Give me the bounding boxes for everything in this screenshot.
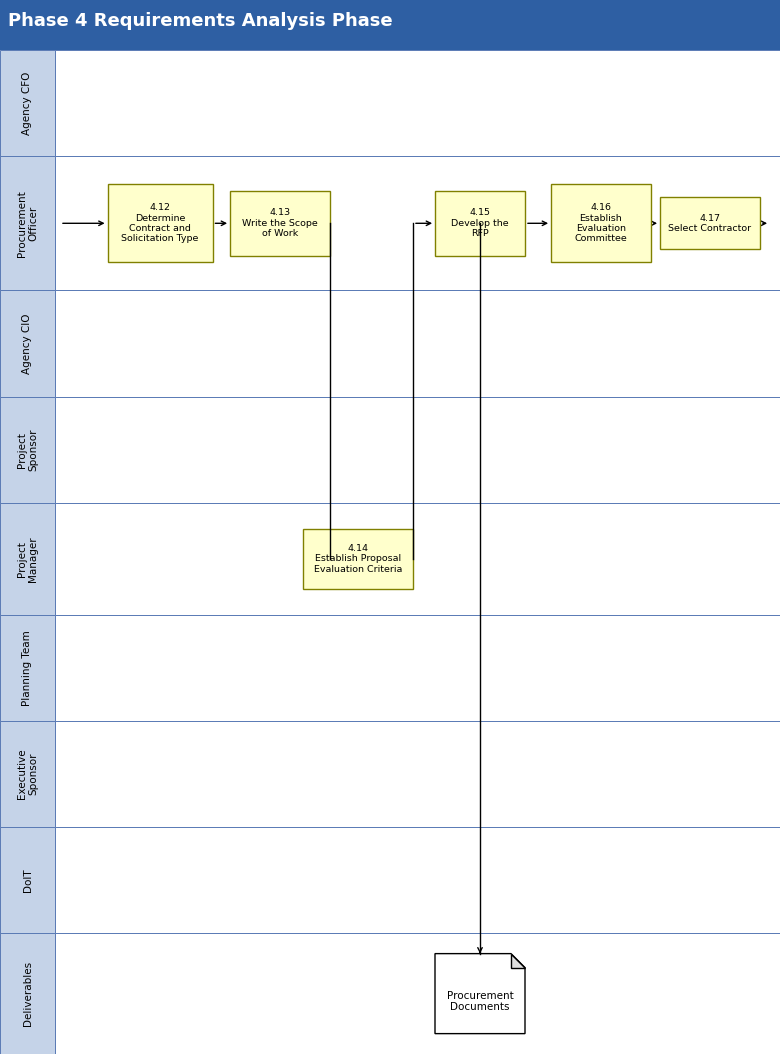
Text: Agency CIO: Agency CIO bbox=[23, 313, 33, 374]
Text: Executive
Sponsor: Executive Sponsor bbox=[16, 748, 38, 799]
Bar bbox=[0, 721, 55, 827]
Bar bbox=[55, 50, 780, 156]
Bar bbox=[0, 827, 55, 933]
Polygon shape bbox=[511, 954, 525, 968]
Bar bbox=[55, 503, 780, 614]
Text: DoIT: DoIT bbox=[23, 868, 33, 892]
Text: Planning Team: Planning Team bbox=[23, 630, 33, 705]
Text: 4.16
Establish
Evaluation
Committee: 4.16 Establish Evaluation Committee bbox=[575, 203, 627, 243]
Bar bbox=[303, 529, 413, 589]
Bar bbox=[0, 933, 55, 1054]
Text: Agency CFO: Agency CFO bbox=[23, 72, 33, 135]
Bar bbox=[660, 197, 760, 250]
Bar bbox=[55, 827, 780, 933]
Bar bbox=[0, 614, 55, 721]
Bar bbox=[55, 396, 780, 503]
Text: Project
Manager: Project Manager bbox=[16, 535, 38, 582]
Text: 4.17
Select Contractor: 4.17 Select Contractor bbox=[668, 214, 752, 233]
Text: 4.12
Determine
Contract and
Solicitation Type: 4.12 Determine Contract and Solicitation… bbox=[122, 203, 199, 243]
Text: Project
Sponsor: Project Sponsor bbox=[16, 428, 38, 471]
Polygon shape bbox=[435, 954, 525, 1034]
Text: Phase 4 Requirements Analysis Phase: Phase 4 Requirements Analysis Phase bbox=[8, 12, 392, 30]
Bar bbox=[0, 156, 55, 291]
Text: Procurement
Documents: Procurement Documents bbox=[447, 991, 513, 1013]
Bar bbox=[55, 156, 780, 291]
Bar bbox=[55, 291, 780, 396]
Bar bbox=[435, 191, 525, 256]
Bar bbox=[0, 50, 55, 156]
Bar bbox=[230, 191, 330, 256]
Bar bbox=[55, 614, 780, 721]
Bar bbox=[108, 184, 212, 262]
Text: 4.15
Develop the
RFP: 4.15 Develop the RFP bbox=[451, 209, 509, 238]
Text: Procurement
Officer: Procurement Officer bbox=[16, 190, 38, 257]
Text: Deliverables: Deliverables bbox=[23, 961, 33, 1027]
Bar bbox=[0, 503, 55, 614]
Bar bbox=[0, 0, 780, 42]
Bar bbox=[0, 291, 55, 396]
Bar bbox=[55, 721, 780, 827]
Bar bbox=[551, 184, 651, 262]
Text: 4.13
Write the Scope
of Work: 4.13 Write the Scope of Work bbox=[242, 209, 318, 238]
Text: 4.14
Establish Proposal
Evaluation Criteria: 4.14 Establish Proposal Evaluation Crite… bbox=[314, 544, 402, 573]
Bar bbox=[0, 396, 55, 503]
Bar bbox=[0, 42, 780, 50]
Bar bbox=[55, 933, 780, 1054]
